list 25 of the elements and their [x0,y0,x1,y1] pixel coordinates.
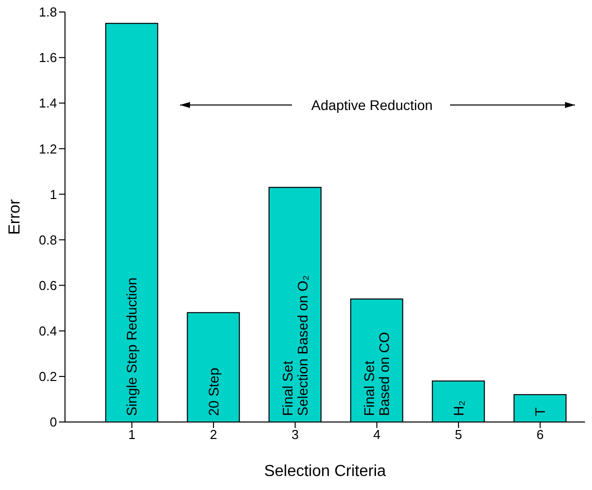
y-tick-label: 0.6 [38,278,57,293]
annotation: Single Step Reduction [124,277,140,416]
annotation: H₂ [450,400,466,416]
x-tick-label: 1 [128,427,136,442]
y-tick-label: 0.8 [38,232,57,248]
annotation: Adaptive Reduction [311,97,433,113]
y-tick-label: 0.4 [38,324,57,339]
annotation: 20 Step [205,368,222,416]
y-tick-label: 0.2 [38,369,57,384]
y-tick-label: 1.6 [38,50,57,66]
y-axis-title: Error [6,198,24,235]
y-tick-label: 1 [50,186,57,202]
x-tick-label: 2 [210,427,218,442]
y-tick-label: 1.2 [38,141,57,156]
x-tick-label: 5 [454,427,462,442]
y-tick-label: 1.4 [38,96,57,111]
y-tick-label: 1.8 [38,4,57,20]
annotation: Final Set Based on CO [361,332,392,416]
x-axis-title: Selection Criteria [264,463,386,480]
x-tick-label: 4 [373,427,380,442]
x-tick-label: 6 [536,427,544,442]
y-tick-label: 0 [50,414,57,430]
annotation: T [532,407,548,416]
x-tick-label: 3 [292,427,299,442]
annotation: Final Set Selection Based on O₂ [280,275,311,416]
